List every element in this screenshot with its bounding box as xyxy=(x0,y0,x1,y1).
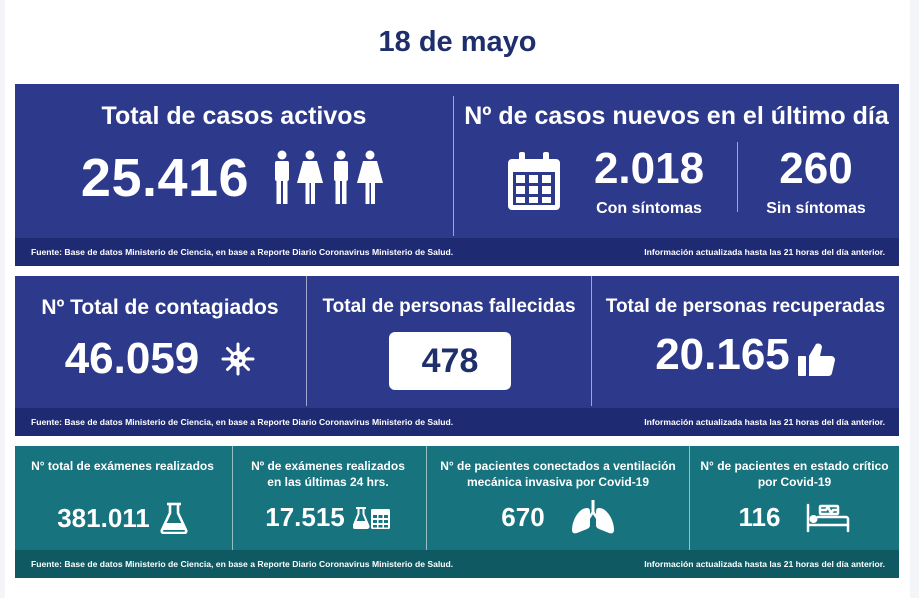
active-cases-cell: Total de casos activos 25.416 xyxy=(15,84,453,238)
panel1-footer: Fuente: Base de datos Ministerio de Cien… xyxy=(15,238,899,266)
ventilator-title-line1: N° de pacientes conectados a ventilación xyxy=(440,459,676,473)
exams24-value: 17.515 xyxy=(265,502,345,532)
panel3-divider-2 xyxy=(426,446,427,550)
critical-value: 116 xyxy=(738,502,781,532)
deaths-value: 478 xyxy=(389,332,511,390)
infected-cell: Nº Total de contagiados 46.059 xyxy=(15,276,305,406)
infected-value: 46.059 xyxy=(64,334,200,383)
lungs-icon xyxy=(571,500,615,534)
calendar-icon xyxy=(508,152,560,210)
panel1-updated: Información actualizada hasta las 21 hor… xyxy=(644,247,885,257)
active-cases-title: Total de casos activos xyxy=(101,102,367,130)
recovered-value: 20.165 xyxy=(655,330,790,379)
report-page: 18 de mayo Total de casos activos 25.416 xyxy=(5,0,910,598)
new-cases-title: Nº de casos nuevos en el último día xyxy=(464,102,889,130)
ventilator-value: 670 xyxy=(501,501,545,532)
critical-title-line1: N° de pacientes en estado crítico xyxy=(700,459,889,473)
report-date: 18 de mayo xyxy=(378,26,537,58)
hospital-bed-icon xyxy=(806,503,850,533)
critical-title-line2: por Covid-19 xyxy=(757,475,832,489)
symptomatic-value: 2.018 xyxy=(593,144,705,193)
new-cases-cell: Nº de casos nuevos en el último día 2.01… xyxy=(454,84,899,238)
recovered-cell: Total de personas recuperadas 20.165 xyxy=(592,276,899,406)
asymptomatic-group: 260 Sin síntomas xyxy=(746,144,886,218)
panel3-divider-3 xyxy=(689,446,690,550)
exams-title: N° total de exámenes realizados xyxy=(31,459,214,473)
panel3-source: Fuente: Base de datos Ministerio de Cien… xyxy=(31,559,454,569)
panel2-footer: Fuente: Base de datos Ministerio de Cien… xyxy=(15,408,899,436)
deaths-cell: Total de personas fallecidas 478 xyxy=(307,276,591,406)
thumbs-up-icon xyxy=(797,342,836,376)
tests-panel: N° total de exámenes realizados 381.011 … xyxy=(15,446,899,578)
panel2-source: Fuente: Base de datos Ministerio de Cien… xyxy=(31,417,454,427)
recovered-title: Total de personas recuperadas xyxy=(605,296,886,317)
panel1-divider xyxy=(453,96,454,236)
asymptomatic-label: Sin síntomas xyxy=(766,200,866,217)
deaths-title: Total de personas fallecidas xyxy=(322,296,576,317)
people-icon xyxy=(271,150,387,206)
panel2-updated: Información actualizada hasta las 21 hor… xyxy=(644,417,885,427)
asymptomatic-value: 260 xyxy=(779,144,853,193)
active-cases-panel: Total de casos activos 25.416 xyxy=(15,84,899,266)
panel3-divider-1 xyxy=(232,446,233,550)
infected-title: Nº Total de contagiados xyxy=(41,296,279,319)
panel3-updated: Información actualizada hasta las 21 hor… xyxy=(644,559,885,569)
panel1-source: Fuente: Base de datos Ministerio de Cien… xyxy=(31,247,454,257)
panel3-footer: Fuente: Base de datos Ministerio de Cien… xyxy=(15,550,899,578)
flask-calendar-icon xyxy=(352,506,391,530)
panel2-divider-2 xyxy=(591,276,592,406)
symptomatic-label: Con síntomas xyxy=(596,200,702,217)
ventilator-title-line2: mecánica invasiva por Covid-19 xyxy=(466,475,650,489)
panel2-divider-1 xyxy=(306,276,307,406)
active-cases-value: 25.416 xyxy=(80,148,250,208)
exams24-title-line1: Nº de exámenes realizados xyxy=(251,459,405,473)
flask-icon xyxy=(160,502,188,534)
ventilator-cell: N° de pacientes conectados a ventilación… xyxy=(427,446,689,550)
symptomatic-group: 2.018 Con síntomas xyxy=(579,144,719,218)
exams-cell: N° total de exámenes realizados 381.011 xyxy=(15,446,230,550)
exams24-title-line2: en las últimas 24 hrs. xyxy=(267,475,389,489)
exams-value: 381.011 xyxy=(57,502,150,533)
virus-icon xyxy=(221,342,255,376)
exams24-cell: Nº de exámenes realizados en las últimas… xyxy=(233,446,423,550)
critical-cell: N° de pacientes en estado crítico por Co… xyxy=(690,446,899,550)
symptoms-divider xyxy=(737,142,738,212)
totals-panel: Nº Total de contagiados 46.059 xyxy=(15,276,899,436)
